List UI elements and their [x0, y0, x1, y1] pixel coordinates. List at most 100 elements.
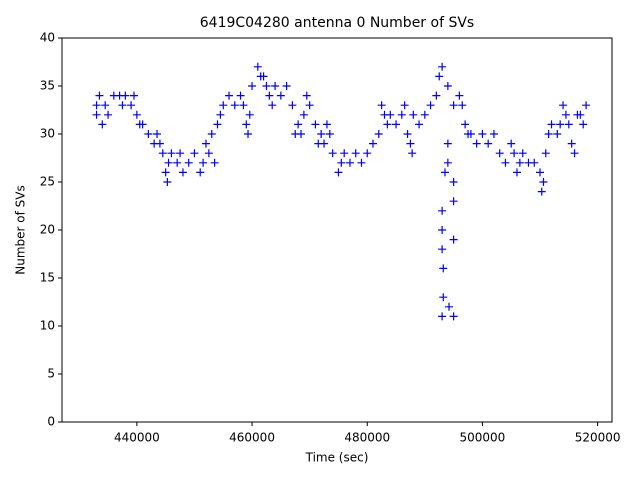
point: [541, 149, 550, 158]
point: [383, 120, 392, 129]
point: [445, 302, 454, 311]
axes-frame: [61, 37, 613, 423]
point: [415, 120, 424, 129]
point: [340, 149, 349, 158]
point: [118, 101, 127, 110]
point: [561, 110, 570, 119]
point: [253, 62, 262, 71]
point: [129, 91, 138, 100]
point: [397, 110, 406, 119]
point: [570, 149, 579, 158]
point: [438, 245, 447, 254]
point: [351, 149, 360, 158]
point: [196, 168, 205, 177]
point: [449, 197, 458, 206]
y-axis-label: Number of SVs: [14, 185, 28, 274]
point: [201, 139, 210, 148]
y-tick-label: 40: [40, 31, 55, 45]
point: [408, 149, 417, 158]
point: [334, 168, 343, 177]
point: [530, 158, 539, 167]
point: [225, 91, 234, 100]
point: [317, 130, 326, 138]
point: [472, 139, 481, 148]
point: [582, 101, 591, 110]
y-tick-label: 20: [40, 223, 55, 237]
point: [420, 110, 429, 119]
point: [518, 149, 527, 158]
point: [539, 178, 548, 186]
point: [161, 168, 170, 177]
point: [302, 91, 311, 100]
point: [484, 139, 493, 148]
point: [101, 101, 110, 110]
point: [132, 110, 141, 119]
point: [406, 139, 415, 148]
point: [305, 101, 314, 110]
point: [374, 130, 383, 138]
point: [478, 130, 487, 138]
point: [155, 139, 164, 148]
point: [435, 72, 444, 81]
point: [458, 101, 467, 110]
point: [138, 120, 147, 129]
point: [153, 130, 162, 138]
point: [265, 91, 274, 100]
point: [271, 82, 280, 90]
point: [512, 168, 521, 177]
point: [386, 110, 395, 119]
point: [216, 110, 225, 119]
point: [199, 158, 208, 167]
point: [248, 82, 257, 90]
point: [449, 101, 458, 110]
y-tick-label: 15: [40, 271, 55, 285]
point: [507, 139, 516, 148]
point: [311, 120, 320, 129]
point: [449, 178, 458, 186]
point: [438, 62, 447, 71]
point: [515, 158, 524, 167]
point: [556, 120, 565, 129]
point: [440, 168, 449, 177]
y-tick-label: 0: [47, 415, 55, 429]
point: [559, 101, 568, 110]
point: [219, 101, 228, 110]
point: [564, 120, 573, 129]
point: [377, 101, 386, 110]
point: [455, 91, 464, 100]
point: [104, 110, 113, 119]
point: [144, 130, 153, 138]
point: [403, 130, 412, 138]
point: [299, 110, 308, 119]
point: [461, 120, 470, 129]
point: [426, 101, 435, 110]
point: [178, 168, 187, 177]
point: [567, 139, 576, 148]
point: [294, 120, 303, 129]
point: [244, 130, 253, 138]
point: [489, 130, 498, 138]
y-tick-label: 35: [40, 79, 55, 93]
point: [547, 120, 556, 129]
point: [439, 293, 448, 302]
point: [449, 235, 458, 244]
point: [328, 149, 337, 158]
point: [262, 82, 271, 90]
point: [501, 158, 510, 167]
point: [245, 110, 254, 119]
point: [173, 158, 182, 167]
point: [276, 91, 285, 100]
point: [204, 149, 213, 158]
y-tick-label: 10: [40, 319, 55, 333]
x-tick-label: 460000: [229, 431, 275, 445]
point: [127, 101, 136, 110]
point: [213, 120, 222, 129]
point: [158, 149, 167, 158]
point: [190, 149, 199, 158]
point: [92, 110, 101, 119]
point: [544, 130, 553, 138]
point: [449, 312, 458, 321]
point: [210, 158, 219, 167]
point: [297, 130, 306, 138]
